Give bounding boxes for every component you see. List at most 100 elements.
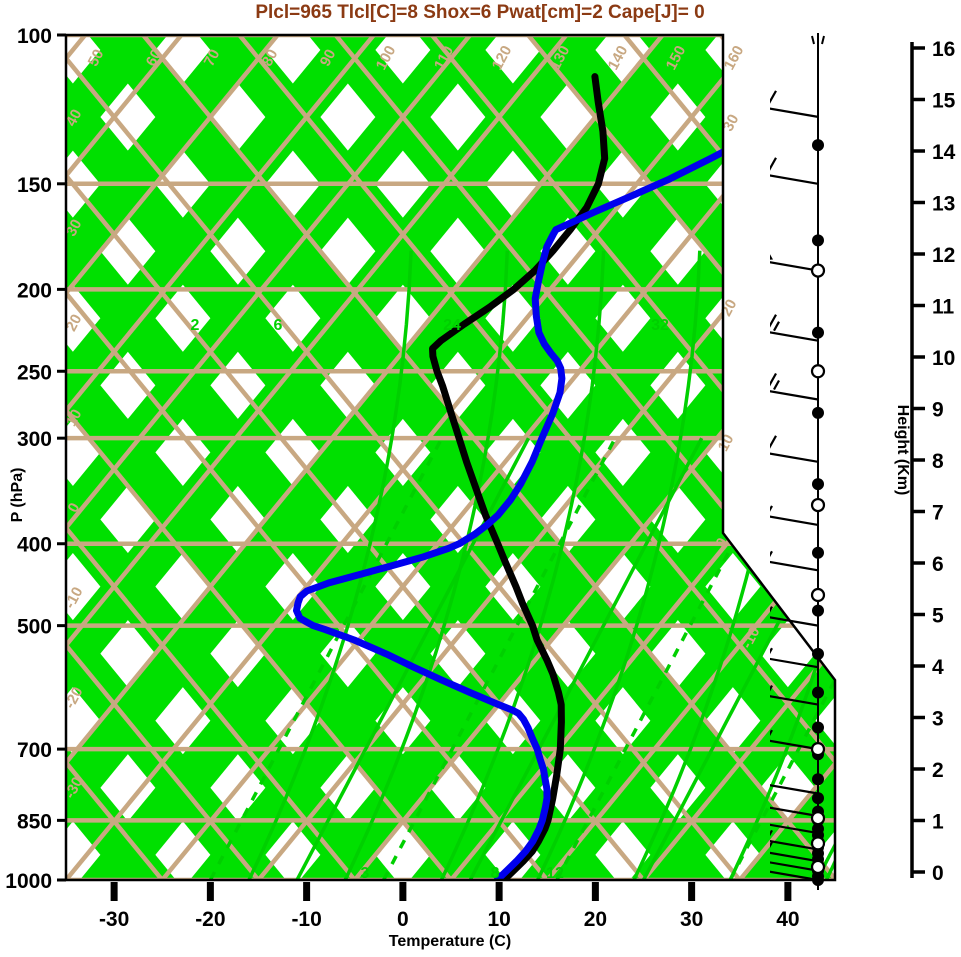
temperature-tick-label: -20 [195,908,225,931]
temperature-axis: -30 -20 -10 0 10 20 30 40 [99,882,800,931]
height-tick-label: 9 [932,399,944,422]
wind-barb [770,157,819,185]
pressure-axis: 100 150 200 250 300 400 500 700 850 1000 [5,25,66,893]
level-marker-filled [812,604,824,617]
temperature-tick-label: -30 [99,908,129,931]
isotherm-label-right: 30 [720,112,743,135]
height-tick-label: 16 [932,38,955,61]
temperature-profile-curve [429,73,609,880]
height-tick-label: 14 [932,141,956,164]
temperature-tick-label: 20 [584,908,607,931]
pressure-tick-label: 500 [17,616,52,639]
isotherm-label-right: 10 [715,432,738,455]
wind-barb [770,829,819,851]
sounding-profile-curves [293,73,835,880]
height-tick-label: 13 [932,193,955,216]
pressure-tick-label: 200 [17,279,52,302]
wind-barb [770,841,819,863]
temperature-tick [110,882,118,901]
wind-barb [770,372,819,401]
height-tick-label: 3 [932,708,944,731]
temperature-tick [688,882,696,901]
height-tick-label: 6 [932,553,944,576]
level-marker-open [810,497,826,513]
wind-barb-column [770,35,826,890]
mixing-ratio-label: 2 [191,317,200,334]
wind-barb [770,254,819,272]
pressure-tick-label: 100 [17,25,52,48]
mixing-ratio-label: 6 [274,317,283,334]
level-marker-filled [812,686,824,699]
wind-barb [770,729,819,751]
height-tick-label: 10 [932,347,955,370]
height-tick-label: 8 [932,450,944,473]
temperature-tick-label: 30 [680,908,703,931]
temperature-tick-label: 40 [776,908,799,931]
height-tick-label: 1 [932,811,944,834]
height-tick-label: 11 [932,296,955,319]
pressure-tick-label: 1000 [5,870,52,893]
temperature-tick [303,882,311,901]
temperature-axis-label: Temperature (C) [389,933,511,950]
wind-barb [770,784,819,795]
height-tick-label: 15 [932,90,956,113]
level-marker-open [810,859,826,875]
wind-barb [770,806,819,818]
pressure-tick-label: 700 [17,739,52,762]
pressure-tick-label: 250 [17,361,52,384]
height-tick-label: 5 [932,605,944,628]
wind-barb [770,870,819,882]
wind-barb [770,550,819,572]
level-marker-filled [812,478,824,491]
height-axis-label: Height (Km) [894,405,911,496]
wind-barb [770,606,819,627]
wind-barb [770,647,819,669]
isotherm-label-left: 20 [63,312,86,335]
dry-adiabat-label: 160 [721,43,748,73]
plot-grid-area [66,35,835,880]
pressure-tick-label: 150 [17,174,52,197]
temperature-tick [206,882,214,901]
level-marker-filled [812,326,824,339]
temperature-tick [495,882,503,901]
level-marker-filled [812,721,824,734]
height-tick-label: 12 [932,244,955,267]
height-tick-label: 2 [932,759,944,782]
page-title: Plcl=965 Tlcl[C]=8 Shox=6 Pwat[cm]=2 Cap… [255,2,704,23]
wind-barb [770,861,819,872]
dry-adiabat-label: 90 [317,47,340,70]
wind-barbs [770,90,819,882]
level-marker-filled [812,234,824,247]
wind-barb [770,505,819,527]
pressure-axis-label: P (hPa) [9,468,26,523]
wind-barb [770,314,819,342]
mixing-ratio-label: 12 [546,865,564,882]
mixing-ratio-label: 8 [491,865,500,882]
mixing-ratio-label: 32 [651,317,669,334]
dry-adiabat-label: 80 [259,47,282,70]
level-marker-open [810,263,826,278]
temperature-tick-label: -10 [291,908,321,931]
dry-adiabat-label: 70 [201,47,224,70]
pressure-tick-label: 400 [17,534,52,557]
wind-barb [770,435,819,463]
dewpoint-profile-curve [293,73,835,880]
level-marker-filled [812,406,824,419]
isotherm-label-left: 10 [63,407,86,430]
level-marker-open [810,811,826,826]
isobar-lines [66,35,835,880]
temperature-tick [591,882,599,901]
grid-line-labels: 50 60 70 80 90 100 110 120 130 140 150 160403020100… [61,43,763,882]
level-marker-open [810,587,826,603]
dry-adiabat-label: 50 [85,47,108,70]
height-tick-label: 0 [932,862,944,885]
pressure-tick-label: 300 [17,428,52,451]
mixing-ratio-label: 24 [443,317,461,334]
temperature-tick-label: 10 [487,908,510,931]
wind-barb [770,685,819,706]
level-marker-filled [812,139,824,152]
wind-barb [770,90,819,118]
temperature-tick-label: 0 [397,908,409,931]
